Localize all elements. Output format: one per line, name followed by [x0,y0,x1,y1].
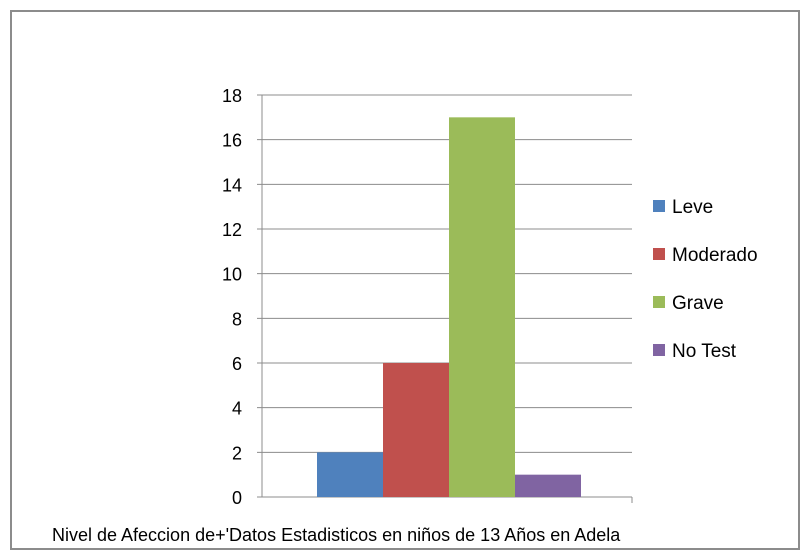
y-tick-label-2: 2 [232,443,242,463]
axes [261,95,633,503]
y-tick-label-12: 12 [222,220,242,240]
bar-grave [449,117,515,497]
legend-swatch-leve [653,200,665,212]
legend-label-leve: Leve [672,197,713,218]
legend-swatch-grave [653,296,665,308]
y-tick-label-14: 14 [222,175,242,195]
y-tick-label-16: 16 [222,131,242,151]
bar-no-test [515,474,581,497]
legend-swatch-moderado [653,248,665,260]
bar-leve [317,452,383,497]
y-axis-ticks: 0 2 4 6 8 10 12 14 16 18 [222,86,242,508]
x-axis-label: Nivel de Afeccion de+'Datos Estadisticos… [52,525,621,543]
y-tick-label-10: 10 [222,265,242,285]
legend: Leve Moderado Grave No Test [653,197,758,362]
legend-swatch-no-test [653,344,665,356]
legend-label-moderado: Moderado [672,245,758,266]
legend-label-no-test: No Test [672,341,737,362]
y-tick-label-18: 18 [222,86,242,106]
y-tick-label-8: 8 [232,309,242,329]
legend-label-grave: Grave [672,293,724,314]
y-tick-label-0: 0 [232,488,242,508]
y-tick-label-6: 6 [232,354,242,374]
y-tick-label-4: 4 [232,399,242,419]
bar-moderado [383,363,449,497]
bars [317,117,581,497]
